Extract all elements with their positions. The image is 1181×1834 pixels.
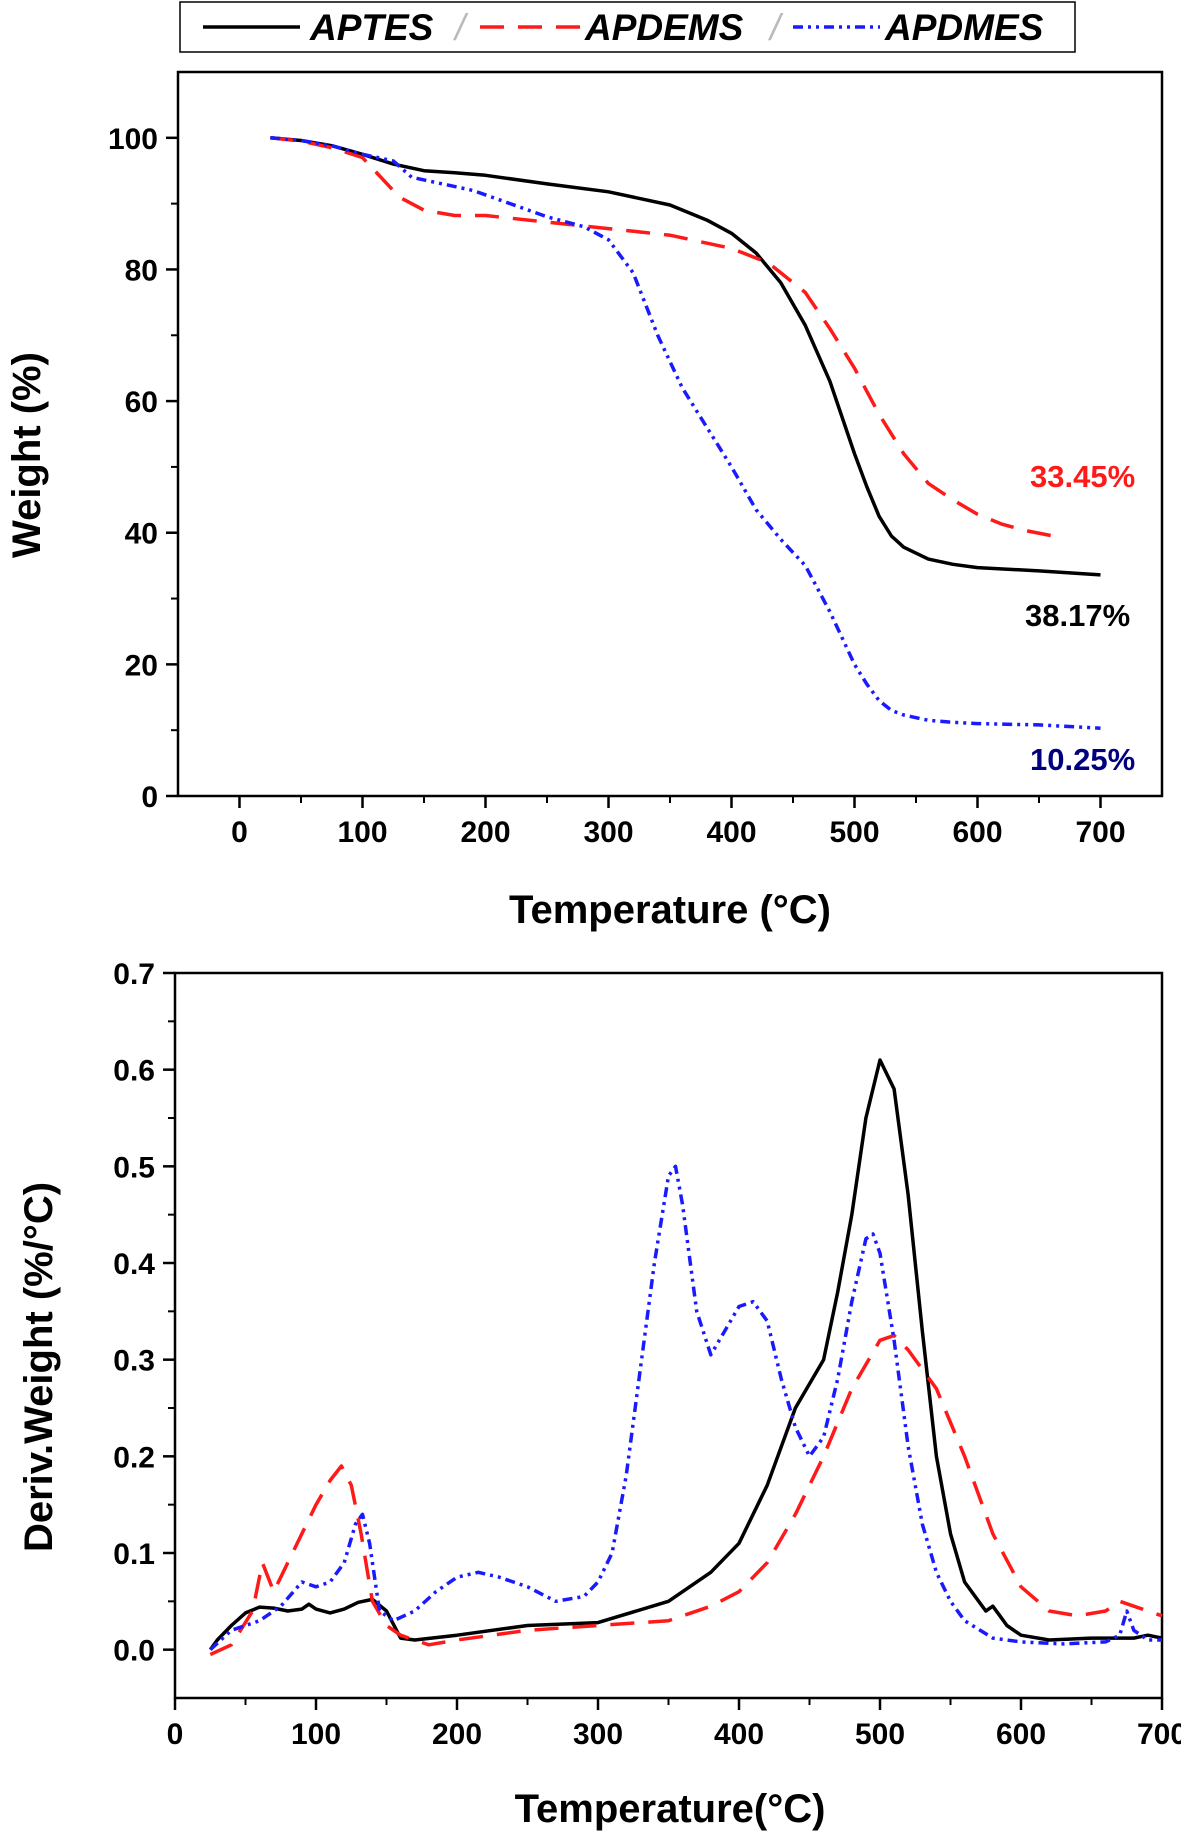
dtg-y-tick-label: 0.3 bbox=[113, 1345, 155, 1378]
legend-label-aptes: APTES bbox=[309, 7, 434, 48]
dtg-x-tick-label: 300 bbox=[573, 1718, 623, 1751]
dtg-series bbox=[208, 1058, 1163, 1657]
legend-separator-2: / bbox=[767, 7, 784, 48]
dtg-y-tick-label: 0.0 bbox=[113, 1635, 155, 1668]
tga-series bbox=[270, 136, 1101, 730]
dtg-y-tick-label: 0.7 bbox=[113, 958, 155, 991]
dtg-plot-frame bbox=[173, 971, 1164, 1700]
tga-x-tick-label: 500 bbox=[829, 816, 879, 849]
dtg-series-aptes bbox=[208, 1058, 1163, 1651]
dtg-y-tick-label: 0.5 bbox=[113, 1151, 155, 1184]
dtg-x-tick-label: 200 bbox=[432, 1718, 482, 1751]
tga-x-tick-label: 0 bbox=[231, 816, 248, 849]
dtg-x-tick-label: 600 bbox=[996, 1718, 1046, 1751]
tga-plot-frame bbox=[176, 70, 1164, 798]
legend-box bbox=[179, 1, 1076, 53]
legend-separator-1: / bbox=[452, 7, 469, 48]
dtg-series-apdmes bbox=[209, 1164, 1162, 1651]
tga-series-apdmes bbox=[270, 136, 1101, 730]
dtg-y-tick-label: 0.2 bbox=[113, 1441, 155, 1474]
tga-y-tick-label: 100 bbox=[108, 123, 158, 156]
dtg-x-tick-label: 0 bbox=[167, 1718, 184, 1751]
tga-x-axis-title: Temperature (°C) bbox=[509, 888, 831, 932]
tga-x-tick-label: 400 bbox=[706, 816, 756, 849]
tga-y-axis-title: Weight (%) bbox=[5, 352, 49, 558]
dtg-x-axis-title: Temperature(°C) bbox=[515, 1787, 826, 1831]
legend-label-apdems: APDEMS bbox=[584, 7, 744, 48]
tga-x-tick-label: 200 bbox=[460, 816, 510, 849]
tga-y-tick-label: 80 bbox=[125, 254, 158, 287]
tga-label-apdems-residue: 33.45% bbox=[1030, 459, 1135, 494]
dtg-x-ticks: 0 100 200 300 400 500 600 700 bbox=[167, 1698, 1181, 1751]
dtg-series-apdems bbox=[209, 1333, 1163, 1657]
tga-y-ticks: 0 20 40 60 80 100 bbox=[108, 123, 178, 814]
dtg-x-tick-label: 500 bbox=[855, 1718, 905, 1751]
legend-label-apdmes: APDMES bbox=[884, 7, 1044, 48]
tga-series-apdems bbox=[270, 136, 1064, 540]
dtg-chart: 0 100 200 300 400 500 600 700 0.00.10.20.30.40.… bbox=[17, 958, 1181, 1831]
tga-y-tick-label: 20 bbox=[125, 649, 158, 682]
dtg-x-tick-label: 700 bbox=[1137, 1718, 1181, 1751]
tga-chart: 0 100 200 300 400 500 600 700 0 20 40 60 80 100 33.4… bbox=[5, 70, 1164, 932]
tga-label-aptes-residue: 38.17% bbox=[1025, 598, 1130, 633]
tga-series-aptes bbox=[270, 136, 1101, 577]
tga-y-tick-label: 60 bbox=[125, 386, 158, 419]
dtg-x-tick-label: 100 bbox=[291, 1718, 341, 1751]
legend: APTES / APDEMS / APDMES bbox=[179, 1, 1076, 53]
tga-y-tick-label: 40 bbox=[125, 518, 158, 551]
dtg-y-ticks: 0.0 0.1 0.2 0.3 0.4 0.5 0.6 0.7 bbox=[113, 958, 175, 1668]
dtg-y-axis-title: Deriv.Weight (%/°C) bbox=[17, 1182, 61, 1552]
tga-x-tick-label: 100 bbox=[337, 816, 387, 849]
dtg-x-tick-label: 400 bbox=[714, 1718, 764, 1751]
dtg-y-tick-label: 0.4 bbox=[113, 1248, 155, 1281]
tga-y-tick-label: 0 bbox=[141, 781, 158, 814]
tga-label-apdmes-residue: 10.25% bbox=[1030, 742, 1135, 777]
tga-x-tick-label: 600 bbox=[952, 816, 1002, 849]
dtg-y-tick-label: 0.1 bbox=[113, 1538, 155, 1571]
tga-x-tick-label: 300 bbox=[583, 816, 633, 849]
tga-x-tick-label: 700 bbox=[1075, 816, 1125, 849]
tga-x-ticks: 0 100 200 300 400 500 600 700 bbox=[231, 796, 1126, 849]
dtg-y-tick-label: 0.6 bbox=[113, 1055, 155, 1088]
